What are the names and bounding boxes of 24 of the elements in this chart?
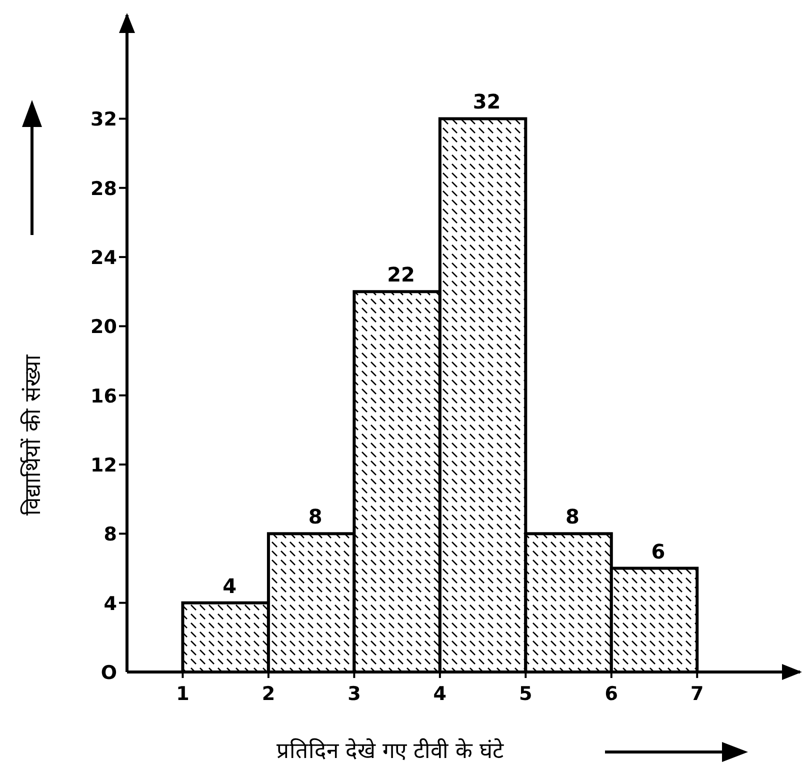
x-axis-title: प्रतिदिन देखे गए टीवी के घंटे	[276, 738, 504, 764]
y-tick-label: 32	[90, 108, 117, 131]
x-tick-label: 6	[604, 683, 618, 705]
y-tick-label: 4	[104, 592, 117, 615]
y-tick-label: 8	[104, 524, 117, 546]
x-tick-label: 2	[262, 683, 276, 705]
x-tick-label: 5	[519, 683, 532, 705]
x-tick-label: 3	[348, 683, 361, 705]
data-label: 8	[566, 504, 580, 529]
data-label: 22	[387, 262, 415, 287]
data-label: 4	[222, 574, 237, 598]
y-tick-label: 28	[90, 178, 117, 200]
y-tick-label: 24	[90, 247, 117, 270]
x-tick-label: 1	[176, 683, 190, 705]
data-label: 32	[472, 90, 501, 114]
y-tick-label: 12	[90, 454, 117, 477]
y-axis-title: विद्यार्थियों की संख्या	[20, 354, 46, 516]
data-label: 6	[651, 539, 666, 564]
x-tick-label: 7	[690, 683, 704, 705]
y-tick-label: 16	[90, 385, 117, 408]
y-tick-label: 20	[90, 316, 117, 338]
data-label: 8	[308, 504, 322, 529]
y-tick-label: O	[100, 662, 117, 684]
x-tick-label: 4	[433, 683, 447, 705]
